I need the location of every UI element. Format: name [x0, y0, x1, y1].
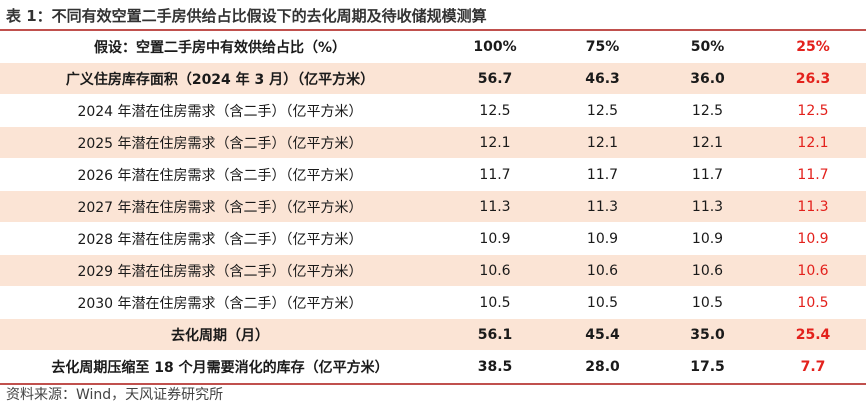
header-cell: 75% — [550, 31, 655, 63]
value-cell: 11.7 — [440, 158, 550, 191]
header-cell: 50% — [655, 31, 760, 63]
top-rule — [0, 29, 866, 31]
value-cell: 56.1 — [440, 318, 550, 351]
value-cell: 11.7 — [760, 158, 866, 191]
value-cell: 12.5 — [760, 94, 866, 127]
table-row: 去化周期压缩至 18 个月需要消化的库存（亿平方米） 38.5 28.0 17.5 7.… — [0, 350, 866, 385]
table-row: 去化周期（月） 56.1 45.4 35.0 25.4 — [0, 318, 866, 351]
table-row: 2026 年潜在住房需求（含二手）（亿平方米） 11.7 11.7 11.7 11.7 — [0, 158, 866, 191]
value-cell: 12.1 — [760, 126, 866, 159]
value-cell: 10.9 — [550, 222, 655, 255]
header-cell: 100% — [440, 31, 550, 63]
header-cell: 假设：空置二手房中有效供给占比（%） — [0, 31, 440, 63]
value-cell: 11.3 — [440, 190, 550, 223]
row-label: 广义住房库存面积（2024 年 3 月）（亿平方米） — [0, 62, 440, 95]
value-cell: 28.0 — [550, 350, 655, 385]
value-cell: 25.4 — [760, 318, 866, 351]
row-label: 2030 年潜在住房需求（含二手）（亿平方米） — [0, 286, 440, 319]
value-cell: 11.3 — [760, 190, 866, 223]
value-cell: 46.3 — [550, 62, 655, 95]
value-cell: 7.7 — [760, 350, 866, 385]
row-label: 去化周期（月） — [0, 318, 440, 351]
value-cell: 38.5 — [440, 350, 550, 385]
value-cell: 56.7 — [440, 62, 550, 95]
value-cell: 17.5 — [655, 350, 760, 385]
value-cell: 12.5 — [550, 94, 655, 127]
value-cell: 10.6 — [655, 254, 760, 287]
row-label: 2026 年潜在住房需求（含二手）（亿平方米） — [0, 158, 440, 191]
value-cell: 10.5 — [760, 286, 866, 319]
table-row: 2024 年潜在住房需求（含二手）（亿平方米） 12.5 12.5 12.5 12.5 — [0, 94, 866, 127]
value-cell: 11.7 — [550, 158, 655, 191]
table-row: 广义住房库存面积（2024 年 3 月）（亿平方米） 56.7 46.3 36.0 26… — [0, 62, 866, 95]
value-cell: 10.6 — [440, 254, 550, 287]
row-label: 2028 年潜在住房需求（含二手）（亿平方米） — [0, 222, 440, 255]
value-cell: 10.6 — [550, 254, 655, 287]
table-title: 表 1：不同有效空置二手房供给占比假设下的去化周期及待收储规模测算 — [6, 7, 487, 25]
data-table: 假设：空置二手房中有效供给占比（%） 100% 75% 50% 25% 广义住房… — [0, 31, 866, 385]
row-label: 2027 年潜在住房需求（含二手）（亿平方米） — [0, 190, 440, 223]
table-row: 2030 年潜在住房需求（含二手）（亿平方米） 10.5 10.5 10.5 10.5 — [0, 286, 866, 319]
value-cell: 10.6 — [760, 254, 866, 287]
value-cell: 26.3 — [760, 62, 866, 95]
value-cell: 12.5 — [440, 94, 550, 127]
row-label: 2024 年潜在住房需求（含二手）（亿平方米） — [0, 94, 440, 127]
value-cell: 12.5 — [655, 94, 760, 127]
value-cell: 35.0 — [655, 318, 760, 351]
row-label: 去化周期压缩至 18 个月需要消化的库存（亿平方米） — [0, 350, 440, 385]
value-cell: 10.9 — [655, 222, 760, 255]
row-label: 2025 年潜在住房需求（含二手）（亿平方米） — [0, 126, 440, 159]
value-cell: 12.1 — [440, 126, 550, 159]
table-row: 2028 年潜在住房需求（含二手）（亿平方米） 10.9 10.9 10.9 10.9 — [0, 222, 866, 255]
value-cell: 10.5 — [655, 286, 760, 319]
value-cell: 10.5 — [550, 286, 655, 319]
value-cell: 45.4 — [550, 318, 655, 351]
header-row: 假设：空置二手房中有效供给占比（%） 100% 75% 50% 25% — [0, 31, 866, 63]
value-cell: 12.1 — [655, 126, 760, 159]
table-row: 2025 年潜在住房需求（含二手）（亿平方米） 12.1 12.1 12.1 12.1 — [0, 126, 866, 159]
table-row: 2027 年潜在住房需求（含二手）（亿平方米） 11.3 11.3 11.3 11.3 — [0, 190, 866, 223]
value-cell: 36.0 — [655, 62, 760, 95]
value-cell: 11.3 — [655, 190, 760, 223]
value-cell: 11.3 — [550, 190, 655, 223]
header-cell: 25% — [760, 31, 866, 63]
value-cell: 10.9 — [440, 222, 550, 255]
source-note: 资料来源：Wind，天风证券研究所 — [6, 387, 224, 403]
value-cell: 12.1 — [550, 126, 655, 159]
row-label: 2029 年潜在住房需求（含二手）（亿平方米） — [0, 254, 440, 287]
value-cell: 10.9 — [760, 222, 866, 255]
value-cell: 10.5 — [440, 286, 550, 319]
table-row: 2029 年潜在住房需求（含二手）（亿平方米） 10.6 10.6 10.6 10.6 — [0, 254, 866, 287]
value-cell: 11.7 — [655, 158, 760, 191]
